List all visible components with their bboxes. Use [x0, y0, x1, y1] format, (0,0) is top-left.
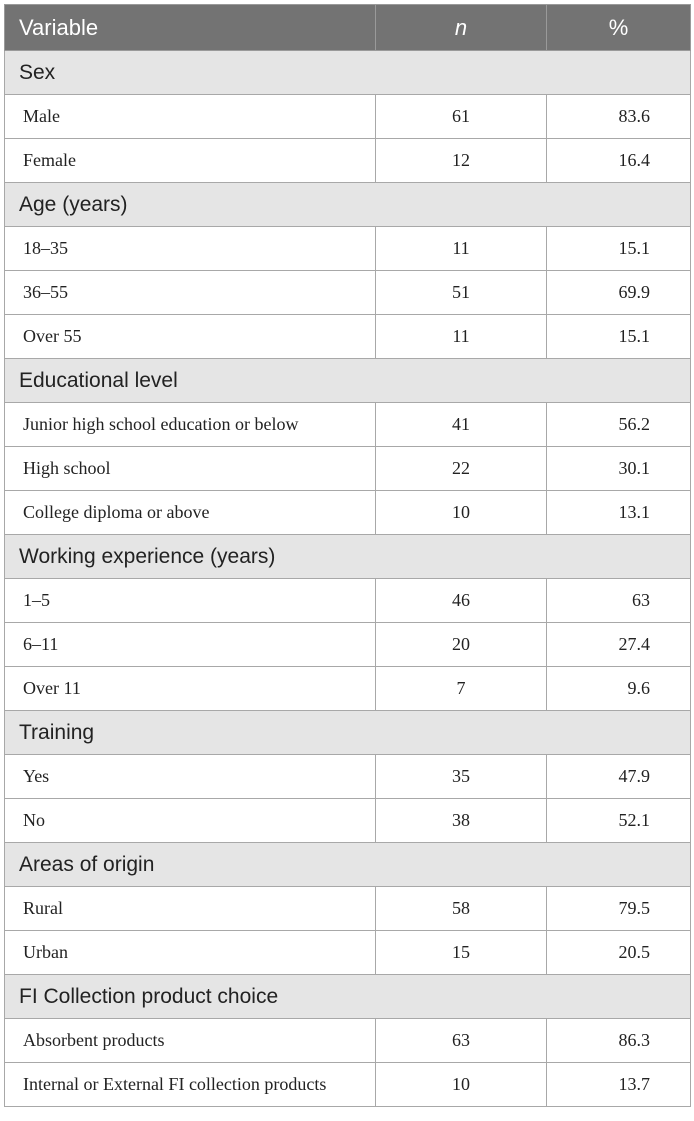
row-label: Over 11: [4, 666, 376, 711]
row-n: 41: [375, 402, 547, 447]
row-label: Internal or External FI collection produ…: [4, 1062, 376, 1107]
row-label: 36–55: [4, 270, 376, 315]
table-row: 18–35 11 15.1: [4, 226, 691, 271]
section-title: Educational level: [4, 358, 691, 403]
section-row: Age (years): [4, 182, 691, 227]
row-label: Yes: [4, 754, 376, 799]
table-row: 36–55 51 69.9: [4, 270, 691, 315]
table-row: Yes 35 47.9: [4, 754, 691, 799]
section-title: FI Collection product choice: [4, 974, 691, 1019]
row-percent: 56.2: [546, 402, 691, 447]
table-row: College diploma or above 10 13.1: [4, 490, 691, 535]
table-row: Absorbent products 63 86.3: [4, 1018, 691, 1063]
section-title: Areas of origin: [4, 842, 691, 887]
table-row: Internal or External FI collection produ…: [4, 1062, 691, 1107]
row-percent: 83.6: [546, 94, 691, 139]
row-label: Urban: [4, 930, 376, 975]
row-label: Rural: [4, 886, 376, 931]
section-row: Working experience (years): [4, 534, 691, 579]
table-row: 1–5 46 63: [4, 578, 691, 623]
section-title: Training: [4, 710, 691, 755]
row-percent: 79.5: [546, 886, 691, 931]
row-label: College diploma or above: [4, 490, 376, 535]
table-row: No 38 52.1: [4, 798, 691, 843]
table-row: High school 22 30.1: [4, 446, 691, 491]
header-percent: %: [546, 4, 691, 51]
row-n: 38: [375, 798, 547, 843]
row-percent: 16.4: [546, 138, 691, 183]
table-row: Junior high school education or below 41 5…: [4, 402, 691, 447]
row-percent: 20.5: [546, 930, 691, 975]
row-n: 10: [375, 1062, 547, 1107]
table-row: Over 11 7 9.6: [4, 666, 691, 711]
row-label: Male: [4, 94, 376, 139]
table-row: Female 12 16.4: [4, 138, 691, 183]
row-n: 51: [375, 270, 547, 315]
row-n: 58: [375, 886, 547, 931]
row-percent: 86.3: [546, 1018, 691, 1063]
table-row: 6–11 20 27.4: [4, 622, 691, 667]
row-label: High school: [4, 446, 376, 491]
row-label: 18–35: [4, 226, 376, 271]
row-n: 20: [375, 622, 547, 667]
table-row: Over 55 11 15.1: [4, 314, 691, 359]
row-percent: 13.1: [546, 490, 691, 535]
table-row: Male 61 83.6: [4, 94, 691, 139]
row-n: 10: [375, 490, 547, 535]
row-percent: 15.1: [546, 226, 691, 271]
row-n: 61: [375, 94, 547, 139]
table-row: Urban 15 20.5: [4, 930, 691, 975]
row-percent: 69.9: [546, 270, 691, 315]
row-label: 6–11: [4, 622, 376, 667]
section-row: Training: [4, 710, 691, 755]
section-title: Sex: [4, 50, 691, 95]
row-n: 46: [375, 578, 547, 623]
row-n: 15: [375, 930, 547, 975]
table-body: Sex Male 61 83.6 Female 12 16.4 Age (years) 18–3…: [4, 50, 691, 1107]
header-n: n: [375, 4, 547, 51]
section-row: Sex: [4, 50, 691, 95]
row-label: No: [4, 798, 376, 843]
row-n: 35: [375, 754, 547, 799]
section-row: Educational level: [4, 358, 691, 403]
section-row: Areas of origin: [4, 842, 691, 887]
section-title: Working experience (years): [4, 534, 691, 579]
demographics-table: Variable n % Sex Male 61 83.6 Female 12 16.4 Ag…: [4, 4, 691, 1107]
row-percent: 9.6: [546, 666, 691, 711]
row-percent: 15.1: [546, 314, 691, 359]
section-title: Age (years): [4, 182, 691, 227]
row-n: 11: [375, 226, 547, 271]
table-header-row: Variable n %: [4, 4, 691, 51]
row-percent: 30.1: [546, 446, 691, 491]
row-label: Female: [4, 138, 376, 183]
header-variable: Variable: [4, 4, 376, 51]
row-label: Junior high school education or below: [4, 402, 376, 447]
row-percent: 63: [546, 578, 691, 623]
row-n: 11: [375, 314, 547, 359]
row-label: 1–5: [4, 578, 376, 623]
section-row: FI Collection product choice: [4, 974, 691, 1019]
row-label: Over 55: [4, 314, 376, 359]
row-n: 7: [375, 666, 547, 711]
row-percent: 47.9: [546, 754, 691, 799]
row-n: 22: [375, 446, 547, 491]
table-row: Rural 58 79.5: [4, 886, 691, 931]
row-label: Absorbent products: [4, 1018, 376, 1063]
row-percent: 27.4: [546, 622, 691, 667]
row-n: 63: [375, 1018, 547, 1063]
row-n: 12: [375, 138, 547, 183]
row-percent: 52.1: [546, 798, 691, 843]
row-percent: 13.7: [546, 1062, 691, 1107]
